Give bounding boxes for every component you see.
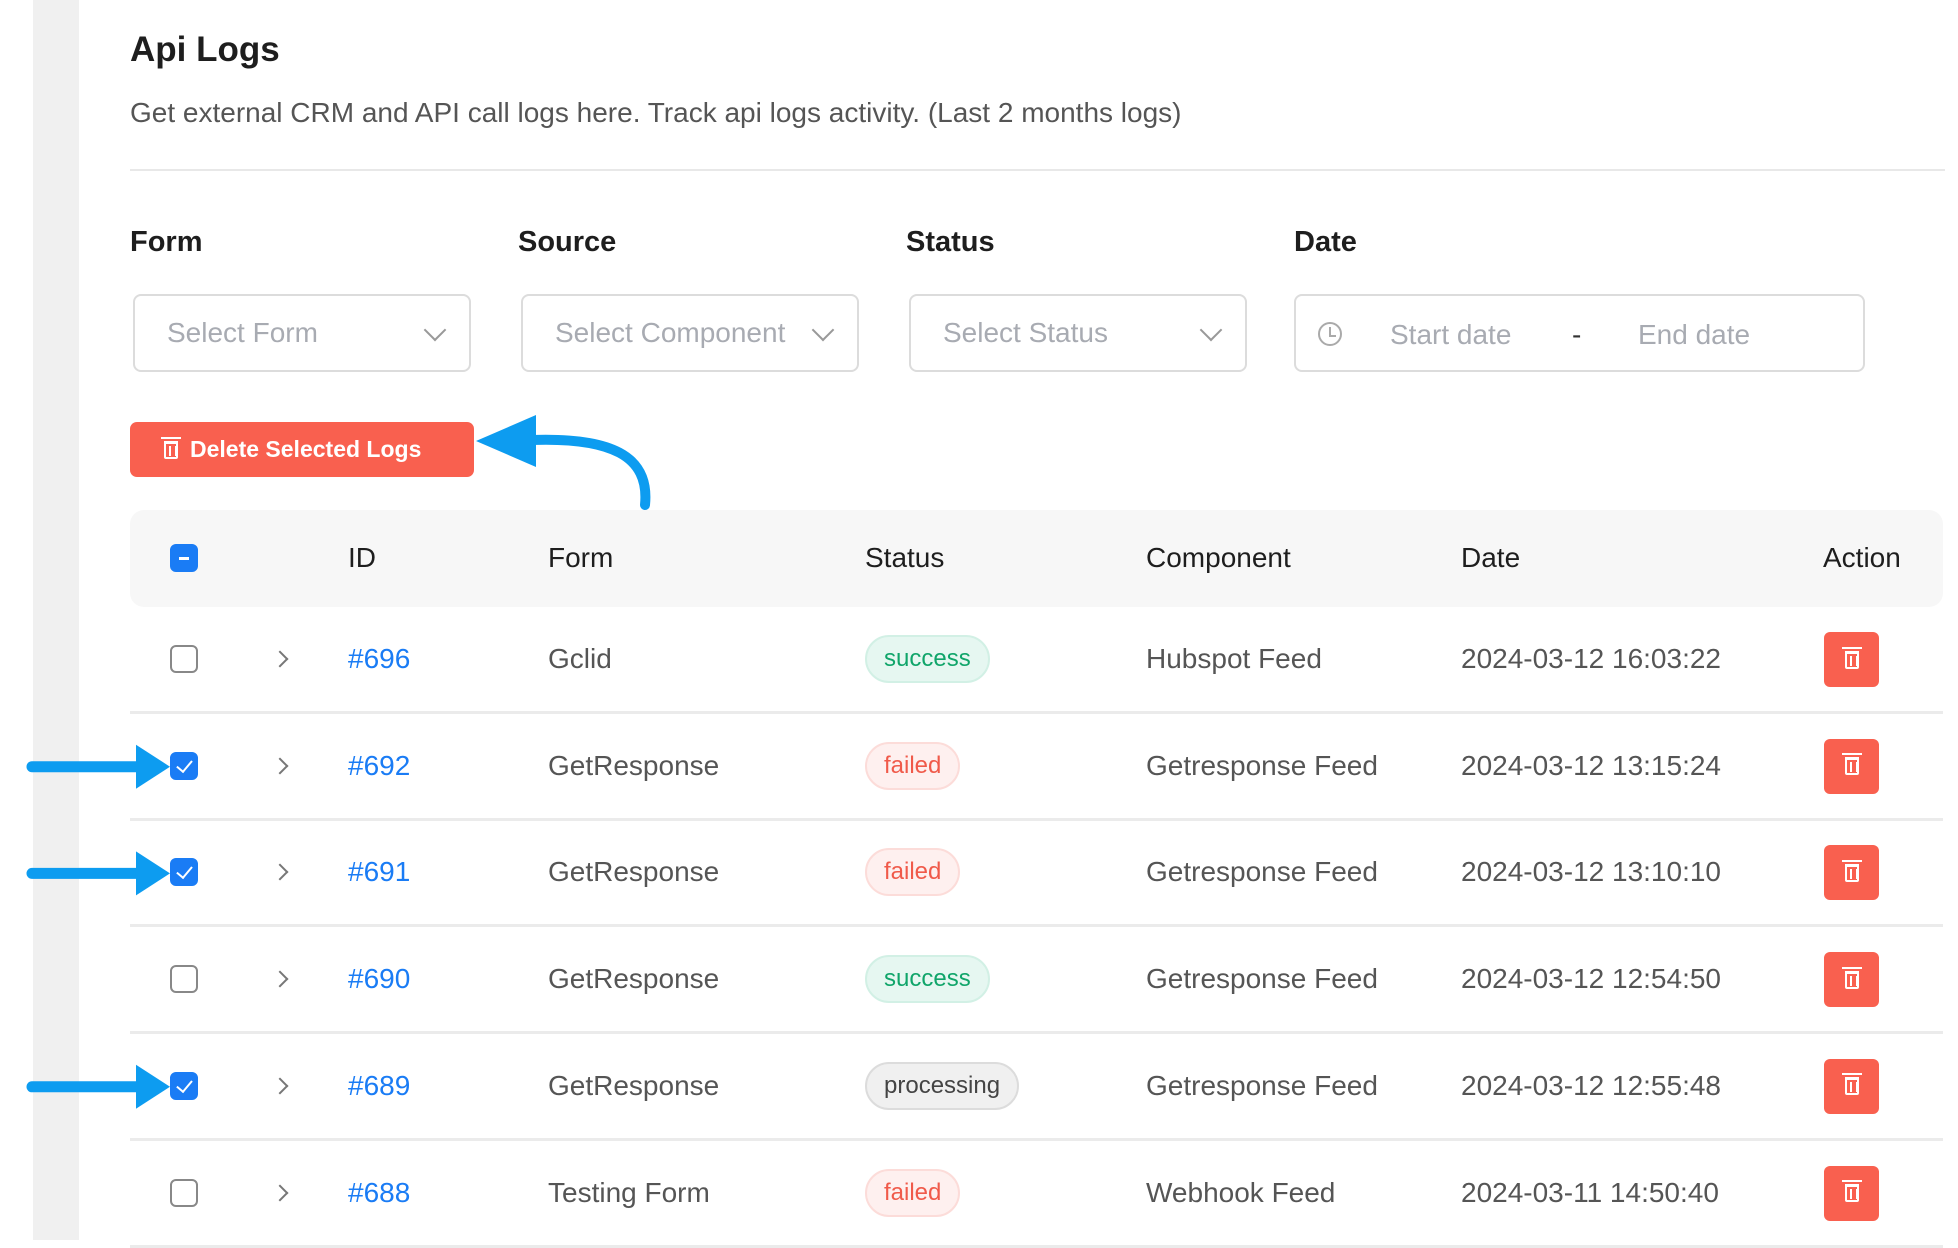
delete-row-button[interactable] [1824,845,1879,901]
trash-icon [1841,1073,1862,1096]
form-select-placeholder: Select Form [167,317,318,348]
page-subtitle: Get external CRM and API call logs here.… [130,97,1182,128]
page-title: Api Logs [130,30,280,69]
table-row: #688 Testing Form failed Webhook Feed 20… [130,1141,1943,1248]
trash-icon [1841,646,1862,669]
date-cell: 2024-03-12 13:10:10 [1461,856,1721,888]
source-select[interactable]: Select Component [521,294,859,372]
log-id-link[interactable]: #689 [348,1069,411,1101]
form-cell: GetResponse [548,963,720,995]
date-cell: 2024-03-12 12:55:48 [1461,1069,1721,1101]
delete-row-button[interactable] [1824,952,1879,1008]
row-checkbox[interactable] [170,751,198,780]
log-id-link[interactable]: #692 [348,749,411,781]
status-filter-label: Status [906,226,995,258]
log-id-link[interactable]: #690 [348,963,411,995]
row-checkbox[interactable] [170,645,198,673]
delete-row-button[interactable] [1824,738,1879,794]
component-cell: Hubspot Feed [1146,643,1322,674]
form-cell: GetResponse [548,856,720,888]
trash-icon [1841,859,1862,882]
form-cell: GetResponse [548,749,720,781]
delete-row-button[interactable] [1824,632,1879,687]
trash-icon [161,436,181,459]
component-cell: Getresponse Feed [1146,1069,1378,1101]
header-id: ID [348,542,376,573]
date-cell: 2024-03-12 12:54:50 [1461,963,1721,995]
status-select[interactable]: Select Status [909,294,1247,372]
sidebar [33,0,79,1240]
source-filter-label: Source [518,226,617,258]
component-cell: Getresponse Feed [1146,963,1378,995]
component-cell: Getresponse Feed [1146,749,1378,781]
component-cell: Getresponse Feed [1146,856,1378,888]
delete-selected-label: Delete Selected Logs [190,436,422,462]
date-range-picker[interactable]: Start date - End date [1294,294,1865,372]
row-checkbox[interactable] [170,1178,198,1207]
form-cell: GetResponse [548,1069,720,1101]
delete-selected-logs-button[interactable]: Delete Selected Logs [130,422,474,477]
divider [130,169,1945,171]
expand-chevron-icon[interactable] [271,1184,289,1201]
header-form: Form [548,542,614,573]
status-badge: processing [865,1061,1020,1110]
clock-icon [1318,322,1342,346]
source-select-placeholder: Select Component [555,317,786,348]
row-checkbox[interactable] [170,1071,198,1100]
expand-chevron-icon[interactable] [271,863,289,881]
chevron-down-icon [1199,318,1223,342]
form-select[interactable]: Select Form [133,294,471,372]
status-badge: failed [865,741,961,790]
annotation-arrow-delete [476,415,651,510]
log-id-link[interactable]: #696 [348,643,411,674]
trash-icon [1841,753,1862,776]
start-date-input[interactable]: Start date [1390,319,1512,350]
header-status: Status [865,542,945,573]
header-date: Date [1461,542,1521,573]
date-cell: 2024-03-11 14:50:40 [1461,1176,1719,1208]
trash-icon [1841,1180,1862,1202]
table-row: #696 Gclid success Hubspot Feed 2024-03-… [130,607,1943,714]
date-cell: 2024-03-12 13:15:24 [1461,749,1721,781]
chevron-down-icon [423,318,447,342]
end-date-input[interactable]: End date [1638,319,1751,350]
table-row: #690 GetResponse success Getresponse Fee… [130,927,1943,1035]
date-separator: - [1572,319,1582,350]
row-checkbox[interactable] [170,858,198,887]
status-badge: failed [865,1168,961,1217]
status-badge: failed [865,848,961,897]
trash-icon [1841,966,1862,989]
header-component: Component [1146,542,1291,573]
date-cell: 2024-03-12 16:03:22 [1461,643,1721,674]
form-cell: Gclid [548,643,612,674]
status-badge: success [865,955,990,1004]
form-cell: Testing Form [548,1176,710,1208]
table-row: #691 GetResponse failed Getresponse Feed… [130,820,1943,928]
expand-chevron-icon[interactable] [271,1077,289,1095]
component-cell: Webhook Feed [1146,1176,1336,1208]
log-id-link[interactable]: #688 [348,1176,411,1208]
log-id-link[interactable]: #691 [348,856,411,888]
form-filter-label: Form [130,226,203,258]
chevron-down-icon [811,318,835,342]
status-badge: success [865,635,990,683]
table-row: #692 GetResponse failed Getresponse Feed… [130,714,1943,821]
header-action: Action [1823,542,1901,573]
delete-row-button[interactable] [1824,1165,1879,1221]
expand-chevron-icon[interactable] [271,970,289,988]
expand-chevron-icon[interactable] [271,650,289,668]
status-select-placeholder: Select Status [943,317,1108,348]
row-checkbox[interactable] [170,965,198,994]
date-filter-label: Date [1294,226,1357,258]
table-row: #689 GetResponse processing Getresponse … [130,1034,1943,1141]
expand-chevron-icon[interactable] [271,757,289,775]
delete-row-button[interactable] [1824,1058,1879,1114]
select-all-checkbox[interactable] [170,544,198,572]
table-header: ID Form Status Component Date Action [130,510,1943,607]
